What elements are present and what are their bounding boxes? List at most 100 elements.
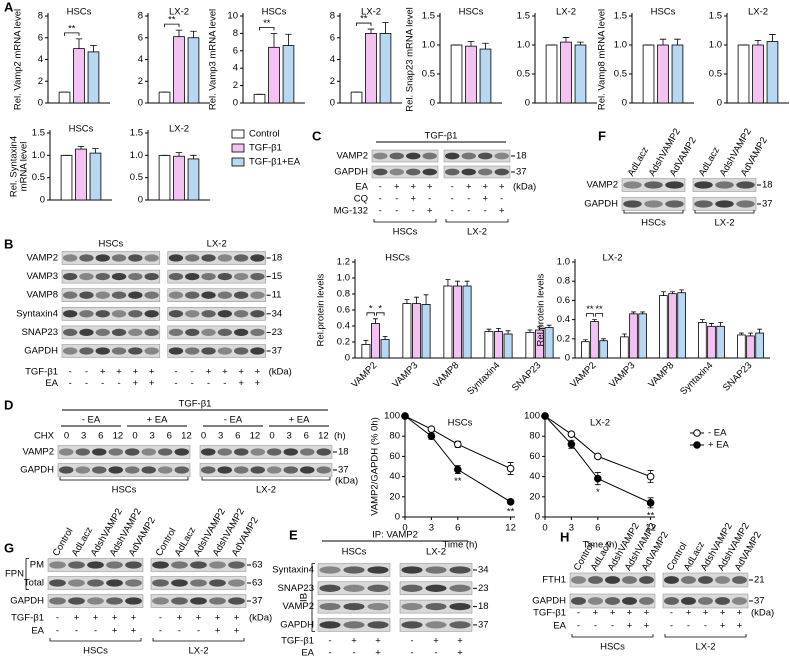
x-tick-label: 12	[505, 523, 516, 534]
panel-label: A	[4, 0, 14, 14]
blot-band	[217, 272, 233, 281]
y-axis-label: Rel. Vamp8 mRNA level	[597, 9, 608, 110]
blot-band	[111, 291, 127, 299]
x-tick-label: SNAP23	[721, 360, 755, 394]
time-value: 3	[218, 431, 223, 442]
y-axis-label: Rel. Vamp3 mRNA level	[208, 9, 219, 110]
chart-title: HSCs	[448, 418, 473, 429]
blot-band	[449, 584, 471, 592]
y-tick-label: 1.0	[709, 40, 722, 51]
blot-band	[319, 584, 341, 592]
condition-sign: +	[112, 626, 118, 637]
blot-membrane	[621, 197, 686, 211]
bar	[620, 336, 629, 359]
bar	[716, 325, 725, 359]
blot-band	[233, 466, 249, 474]
error-bar	[175, 152, 183, 157]
chart-title: HSCs	[67, 7, 92, 18]
panel-label: E	[289, 527, 298, 542]
blot-band	[266, 466, 282, 474]
condition-sign: +	[177, 613, 183, 624]
blot-band	[425, 621, 447, 629]
y-tick-label: 0.4	[557, 314, 570, 325]
bar	[60, 154, 73, 201]
kda-label: 18	[516, 151, 527, 162]
blot-band	[124, 448, 140, 456]
time-value: 0	[132, 431, 137, 442]
side-label: IB	[299, 593, 310, 602]
error-bar	[464, 280, 470, 286]
bar	[173, 36, 185, 104]
bar	[503, 333, 513, 359]
point	[454, 440, 462, 449]
blot-band	[217, 347, 233, 355]
kda-label: 37	[338, 465, 349, 476]
blot-band	[644, 181, 663, 189]
blot-band	[168, 272, 184, 281]
blot-band	[233, 328, 249, 337]
blot-band	[171, 579, 188, 587]
blot-band	[588, 576, 603, 584]
y-axis-label: Rel. Snap23 mRNA level	[405, 7, 416, 112]
condition-sign: +	[482, 194, 488, 205]
group-label: LX-2	[467, 227, 487, 238]
panel-label: F	[598, 128, 606, 143]
condition-sign: +	[410, 182, 416, 193]
condition-sign: -	[117, 378, 120, 389]
y-tick-label: 6	[330, 32, 335, 43]
y-tick-label: 0	[395, 512, 400, 523]
error-bar	[659, 38, 667, 45]
blot-membrane	[57, 463, 191, 477]
blot-band	[405, 168, 421, 176]
y-tick-label: 6	[38, 32, 43, 43]
bar	[462, 285, 472, 359]
row-label: VAMP2	[282, 601, 314, 612]
blot-band	[128, 254, 143, 262]
group-bracket	[201, 477, 331, 481]
error-bar	[709, 323, 714, 327]
blot-band	[125, 561, 142, 569]
condition-sign: +	[433, 636, 439, 647]
row-label: Total	[24, 578, 44, 589]
condition-sign: -	[467, 194, 470, 205]
condition-sign: +	[196, 613, 202, 624]
y-axis-label: mRNA level	[19, 142, 30, 192]
blot-band	[494, 152, 510, 160]
error-bar	[382, 336, 388, 340]
time-value: 12	[250, 431, 261, 442]
blot-band	[681, 576, 696, 584]
panel-label: G	[4, 540, 14, 555]
blot-band	[639, 597, 654, 605]
condition-sign: +	[482, 182, 488, 193]
kda-label: 37	[252, 596, 263, 607]
significance-label: **	[68, 23, 76, 34]
error-bar	[92, 148, 99, 154]
blot-membrane	[199, 463, 333, 477]
chart-title: HSCs	[385, 253, 410, 264]
bar	[268, 46, 280, 104]
error-bar	[577, 41, 584, 45]
blot-band	[343, 584, 365, 592]
blot-band	[141, 448, 157, 456]
error-bar	[622, 333, 627, 337]
chart-title: LX-2	[169, 124, 189, 135]
blot-band	[477, 168, 493, 176]
row-label: VAMP3	[26, 271, 58, 282]
blot-band	[111, 347, 127, 355]
kda-label: 18	[762, 180, 773, 191]
bar	[371, 323, 380, 359]
bar	[379, 33, 392, 104]
blot-membrane	[47, 594, 144, 608]
kda-label: 37	[272, 346, 283, 357]
kda-label: 21	[754, 575, 765, 586]
error-bar	[631, 311, 636, 314]
point	[506, 464, 515, 473]
group-bracket	[59, 477, 189, 481]
blot-band	[144, 254, 159, 262]
condition-sign: -	[687, 621, 690, 632]
blot-band	[152, 579, 169, 587]
error-bar	[527, 329, 533, 333]
y-tick-label: 0.5	[709, 69, 722, 80]
condition-sign: +	[375, 648, 381, 659]
y-tick-label: 1.5	[32, 128, 45, 139]
